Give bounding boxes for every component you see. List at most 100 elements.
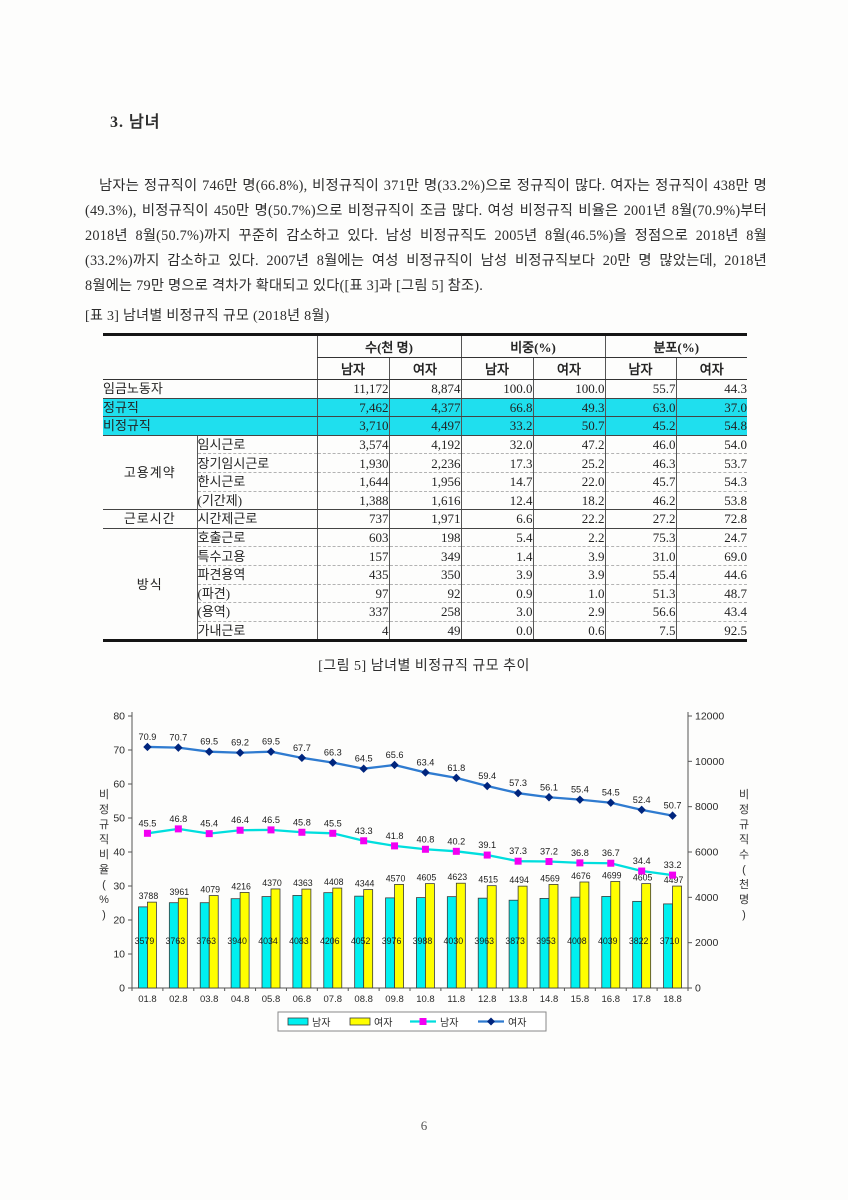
line-female [147,745,673,817]
left-tick-label: 40 [113,847,125,859]
right-axis-title-char: 직 [739,833,749,846]
bar-male-value: 4008 [567,936,587,946]
line-value-label: 61.8 [447,763,465,773]
bar-female-value: 4497 [664,875,684,885]
cell-value: 92 [388,584,462,604]
row-label: 비정규직 [103,416,317,436]
cell-value: 11,172 [316,379,389,399]
cell-value: 14.7 [460,472,534,492]
marker-square [483,851,491,859]
marker-square [143,829,151,837]
bar-male-value: 3710 [660,936,680,946]
marker-diamond [452,773,461,783]
cell-value: 435 [316,565,389,585]
table-row: 임금노동자 11,172 8,874 100.0 100.0 55.7 44.3 [103,379,748,399]
cell-value: 46.3 [604,453,677,473]
marker-square [452,847,460,855]
bar-male-value: 3822 [629,936,649,946]
cell-value: 27.2 [604,509,677,529]
right-tick-label: 12000 [695,711,724,723]
bar-male-value: 4206 [320,936,340,946]
line-value-label: 41.8 [386,831,404,841]
cell-value: 3,574 [316,435,389,455]
cell-value: 4,497 [388,416,462,436]
bar-female [363,889,374,989]
bar-female [610,881,621,989]
cell-value: 1.0 [532,584,606,604]
left-axis-title-char: ) [102,909,106,921]
subheader-male: 남자 [604,357,677,380]
line-value-label: 33.2 [664,860,682,870]
marker-diamond [235,748,245,757]
bar-female-value: 3961 [170,887,190,897]
line-value-label: 46.5 [262,815,280,825]
marker-square [607,859,615,867]
cell-value: 350 [388,565,462,585]
cell-value: 17.3 [460,453,534,473]
bar-female [486,885,497,989]
cell-value: 22.0 [532,472,606,492]
cell-value: 1,616 [388,491,462,511]
left-axis-title-char: 정 [99,803,109,816]
legend-marker-diamond [487,1017,495,1026]
legend-label: 여자 [508,1017,526,1029]
bar-female-value: 4370 [262,878,282,888]
subheader-female: 여자 [388,357,462,380]
cell-value: 50.7 [532,416,606,436]
bar-female-value: 4408 [324,877,344,887]
cell-value: 56.6 [604,602,677,622]
right-axis-title-char: 비 [739,788,749,801]
marker-square [298,828,306,836]
bar-female [208,895,219,989]
right-axis-title-char: ( [742,864,746,876]
bar-male-value: 3873 [505,936,525,946]
cell-value: 100.0 [460,379,534,399]
marker-diamond [668,811,677,820]
bar-female-value: 4605 [417,873,437,883]
x-tick-label: 09.8 [385,994,404,1005]
table-row: 근로시간 시간제근로 737 1,971 6.6 22.2 27.2 72.8 [103,509,748,529]
line-value-label: 36.7 [602,848,620,858]
cell-value: 54.0 [675,435,748,455]
cell-value: 1,956 [388,472,462,492]
left-axis-title-char: % [99,894,109,906]
cell-value: 737 [316,509,389,529]
bar-female [270,888,281,989]
cell-value: 603 [316,528,389,548]
bar-female [177,897,188,989]
cell-value: 4,377 [388,398,462,418]
x-tick-label: 05.8 [262,994,281,1005]
marker-square [669,871,677,879]
line-value-label: 57.3 [509,778,527,788]
row-label: 임시근로 [196,435,317,455]
data-table-container: 수(천 명) 비중(%) 분포(%) 남자 여자 남자 여자 남자 여자 임금노… [103,333,748,643]
table-row: 한시근로 1,644 1,956 14.7 22.0 45.7 54.3 [103,472,748,492]
cell-value: 7,462 [316,398,389,418]
line-value-label: 69.2 [231,738,249,748]
bar-female [147,901,157,989]
table-row: (파견) 97 92 0.9 1.0 51.3 48.7 [103,584,748,604]
page-number: 6 [420,1118,428,1133]
bar-female-value: 4569 [540,873,560,883]
line-value-label: 65.6 [386,750,404,760]
line-value-label: 69.5 [200,737,218,747]
left-tick-label: 80 [113,711,125,723]
cell-value: 3,710 [316,416,389,436]
line-value-label: 34.4 [633,856,651,866]
marker-diamond [606,798,615,807]
cell-value: 31.0 [604,546,677,566]
cell-value: 54.3 [675,472,748,492]
cell-value: 47.2 [532,435,606,455]
marker-diamond [266,747,276,756]
legend-label: 남자 [312,1017,330,1029]
combo-chart: 0 10 20 30 40 50 60 70 80 0 2000 4000 6000 8000 10000 1… [99,711,749,1032]
figure-caption: [그림 5] 남녀별 비정규직 규모 추이 [318,659,530,674]
bar-male [138,906,148,989]
table-row: 파견용역 435 350 3.9 3.9 55.4 44.6 [103,565,748,585]
x-tick-label: 13.8 [509,994,527,1005]
table-caption: [표 3] 남녀별 비정규직 규모 (2018년 8월) [85,309,330,324]
line-value-label: 37.3 [509,846,527,856]
marker-diamond [637,805,646,815]
cell-value: 53.8 [675,491,748,511]
